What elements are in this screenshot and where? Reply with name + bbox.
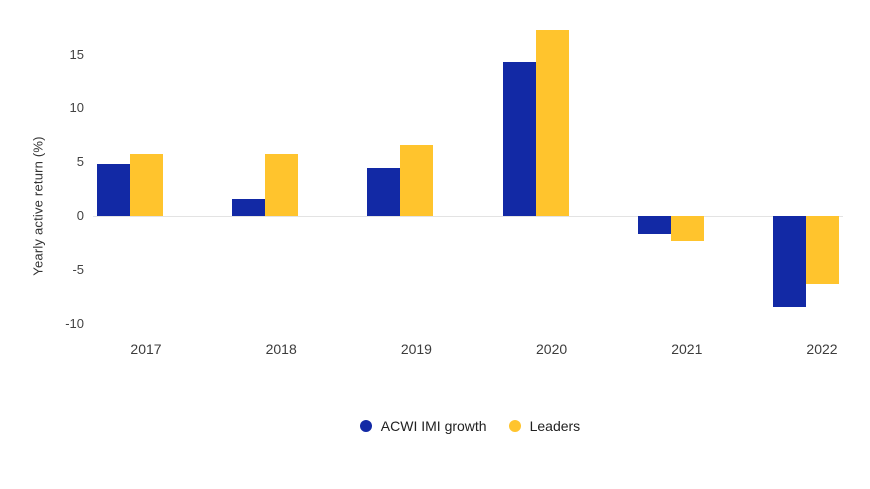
y-tick-label-0: 0 bbox=[76, 208, 84, 223]
y-tick-label-15: 15 bbox=[69, 46, 84, 62]
x-tick-label-2020: 2020 bbox=[536, 341, 568, 357]
legend-label-leaders: Leaders bbox=[529, 418, 581, 434]
bar-leaders-2021 bbox=[670, 216, 704, 241]
x-tick-label-2019: 2019 bbox=[400, 341, 432, 357]
zero-gridline bbox=[93, 215, 843, 217]
legend-dot-acwi-imi-growth-icon bbox=[359, 420, 372, 432]
x-tick-label-2018: 2018 bbox=[265, 341, 297, 357]
bar-acwi-imi-growth-2017 bbox=[97, 164, 130, 216]
bar-leaders-2017 bbox=[130, 153, 163, 216]
bar-leaders-2020 bbox=[535, 29, 569, 216]
y-tick-label-5: 5 bbox=[76, 154, 84, 170]
y-tick-label-10: 10 bbox=[69, 100, 84, 116]
bar-acwi-imi-growth-2022 bbox=[773, 216, 806, 308]
plot-area: 15 10 5 0 -5 -10 2017 2018 2019 2020 2021 2022 bbox=[65, 29, 843, 357]
x-tick-label-2022: 2022 bbox=[806, 341, 838, 357]
legend: ACWI IMI growth Leaders bbox=[95, 418, 845, 434]
legend-item-leaders: Leaders bbox=[508, 418, 581, 434]
bar-leaders-2022 bbox=[806, 216, 839, 284]
x-tick-label-2021: 2021 bbox=[671, 341, 703, 357]
bar-acwi-imi-growth-2021 bbox=[637, 216, 671, 235]
bar-acwi-imi-growth-2018 bbox=[232, 198, 266, 216]
y-tick-label--5: -5 bbox=[72, 261, 84, 277]
bar-acwi-imi-growth-2020 bbox=[502, 62, 536, 216]
bar-leaders-2019 bbox=[400, 144, 434, 216]
y-tick-label--10: -10 bbox=[65, 315, 84, 331]
legend-label-acwi-imi-growth: ACWI IMI growth bbox=[380, 418, 487, 434]
x-tick-label-2017: 2017 bbox=[130, 341, 162, 357]
legend-dot-leaders-icon bbox=[508, 420, 521, 432]
bar-acwi-imi-growth-2019 bbox=[367, 167, 401, 216]
legend-item-acwi-imi-growth: ACWI IMI growth bbox=[359, 418, 487, 434]
bar-leaders-2018 bbox=[265, 153, 299, 216]
